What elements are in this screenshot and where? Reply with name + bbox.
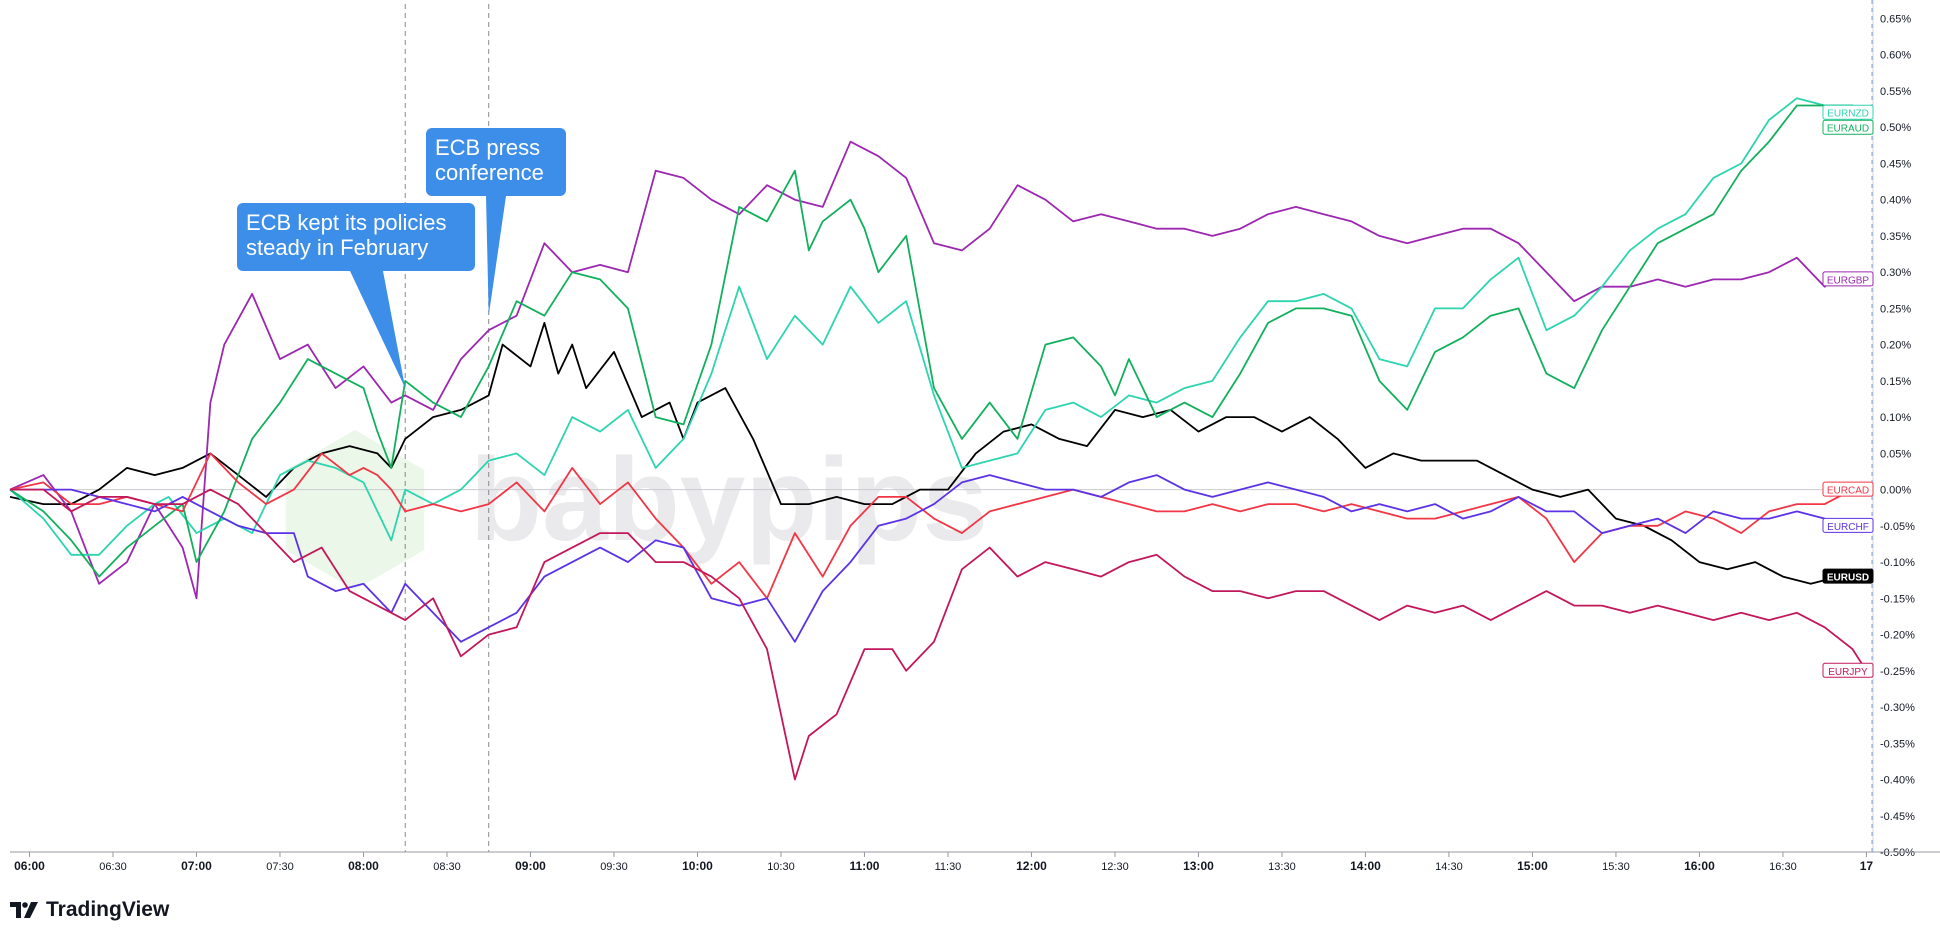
y-tick-label: 0.45% bbox=[1880, 158, 1911, 170]
y-tick-label: 0.60% bbox=[1880, 50, 1911, 62]
x-tick-label: 07:30 bbox=[266, 861, 294, 873]
callout-pointer bbox=[486, 196, 506, 316]
series-label-text: EURAUD bbox=[1827, 124, 1869, 135]
series-label-euraud[interactable]: EURAUD bbox=[1822, 119, 1874, 135]
y-tick-label: 0.35% bbox=[1880, 231, 1911, 243]
callout-box bbox=[237, 203, 475, 271]
series-label-text: EURUSD bbox=[1827, 573, 1869, 584]
y-tick-label: -0.15% bbox=[1880, 593, 1915, 605]
x-tick-label: 11:00 bbox=[849, 859, 879, 873]
x-tick-label: 09:00 bbox=[515, 859, 546, 873]
callout-box bbox=[426, 128, 566, 196]
series-label-box bbox=[1822, 662, 1874, 678]
x-tick-label: 15:30 bbox=[1602, 861, 1630, 873]
x-tick-label: 14:00 bbox=[1350, 859, 1381, 873]
series-line-eurgbp bbox=[9, 140, 1867, 600]
x-tick-label: 10:30 bbox=[767, 861, 795, 873]
y-tick-label: 0.20% bbox=[1880, 340, 1911, 352]
x-tick-label: 15:00 bbox=[1517, 859, 1548, 873]
series-line-euraud bbox=[9, 104, 1868, 578]
series-label-box bbox=[1822, 104, 1874, 120]
watermark-logo-icon bbox=[285, 430, 425, 590]
y-tick-label: -0.40% bbox=[1880, 775, 1915, 787]
callout-text-line: conference bbox=[435, 160, 544, 185]
y-tick-label: 0.15% bbox=[1880, 376, 1911, 388]
x-tick-label: 13:00 bbox=[1183, 859, 1214, 873]
y-tick-label: 0.30% bbox=[1880, 267, 1911, 279]
y-tick-label: -0.45% bbox=[1880, 811, 1915, 823]
series-label-box bbox=[1822, 568, 1874, 584]
series-label-box bbox=[1822, 481, 1874, 497]
series-line-eurusd bbox=[9, 322, 1867, 585]
series-line-eurchf bbox=[10, 474, 1867, 643]
y-tick-label: -0.10% bbox=[1880, 557, 1915, 569]
callout-text-line: ECB kept its policies bbox=[246, 210, 447, 235]
series-labels-layer: EURNZD EURAUD EURGBP EURCAD EURCHF EURUSD EURJ… bbox=[1822, 104, 1874, 678]
series-line-eurnzd bbox=[9, 97, 1867, 556]
y-tick-label: 0.05% bbox=[1880, 448, 1911, 460]
series-label-box bbox=[1822, 119, 1874, 135]
x-tick-label: 16:00 bbox=[1684, 859, 1715, 873]
x-tick-label: 12:00 bbox=[1016, 859, 1047, 873]
series-label-text: EURCHF bbox=[1827, 522, 1869, 533]
x-tick-label: 13:30 bbox=[1268, 861, 1296, 873]
x-tick-label: 06:30 bbox=[99, 861, 127, 873]
x-tick-label: 09:30 bbox=[600, 861, 628, 873]
series-label-text: EURCAD bbox=[1827, 486, 1869, 497]
series-line-eurjpy bbox=[10, 488, 1868, 781]
x-tick-label: 08:30 bbox=[433, 861, 461, 873]
x-tick-label: 14:30 bbox=[1435, 861, 1463, 873]
y-tick-label: -0.50% bbox=[1880, 847, 1915, 859]
x-tick-label: 06:00 bbox=[14, 859, 45, 873]
y-tick-label: 0.10% bbox=[1880, 412, 1911, 424]
y-tick-label: -0.35% bbox=[1880, 738, 1915, 750]
series-label-eurchf[interactable]: EURCHF bbox=[1822, 517, 1874, 533]
y-tick-label: 0.25% bbox=[1880, 303, 1911, 315]
series-label-box bbox=[1822, 271, 1874, 287]
callout-pointer bbox=[350, 271, 406, 389]
y-tick-label: 0.65% bbox=[1880, 13, 1911, 25]
watermark-layer: babypips bbox=[285, 430, 988, 590]
series-label-text: EURNZD bbox=[1827, 109, 1869, 120]
x-tick-label: 07:00 bbox=[181, 859, 212, 873]
y-tick-label: -0.05% bbox=[1880, 521, 1915, 533]
series-label-eurnzd[interactable]: EURNZD bbox=[1822, 104, 1874, 120]
y-tick-label: -0.25% bbox=[1880, 666, 1915, 678]
callout-text-line: steady in February bbox=[246, 235, 428, 260]
tradingview-brand[interactable]: TradingView bbox=[10, 898, 169, 922]
series-label-text: EURGBP bbox=[1827, 275, 1870, 286]
y-tick-label: 0.40% bbox=[1880, 195, 1911, 207]
y-tick-label: 0.00% bbox=[1880, 485, 1911, 497]
x-tick-label: 12:30 bbox=[1101, 861, 1129, 873]
x-tick-label: 11:30 bbox=[935, 861, 962, 873]
x-tick-label: 17 bbox=[1860, 859, 1874, 873]
series-label-eurcad[interactable]: EURCAD bbox=[1822, 481, 1874, 497]
x-tick-label: 10:00 bbox=[682, 859, 713, 873]
x-tick-label: 08:00 bbox=[348, 859, 379, 873]
series-layer bbox=[9, 97, 1868, 781]
y-tick-label: 0.50% bbox=[1880, 122, 1911, 134]
tradingview-logo-icon bbox=[10, 902, 40, 918]
series-line-eurcad bbox=[9, 452, 1867, 600]
series-label-box bbox=[1822, 517, 1874, 533]
x-tick-label: 16:30 bbox=[1769, 861, 1797, 873]
y-tick-label: -0.30% bbox=[1880, 702, 1915, 714]
series-label-eurgbp[interactable]: EURGBP bbox=[1822, 271, 1874, 287]
y-tick-label: 0.55% bbox=[1880, 86, 1911, 98]
callout-text-line: ECB press bbox=[435, 135, 540, 160]
y-tick-label: -0.20% bbox=[1880, 630, 1915, 642]
series-label-eurjpy[interactable]: EURJPY bbox=[1822, 662, 1874, 678]
series-label-text: EURJPY bbox=[1828, 667, 1868, 678]
series-label-eurusd[interactable]: EURUSD bbox=[1822, 568, 1874, 584]
tradingview-brand-name: TradingView bbox=[46, 898, 170, 921]
